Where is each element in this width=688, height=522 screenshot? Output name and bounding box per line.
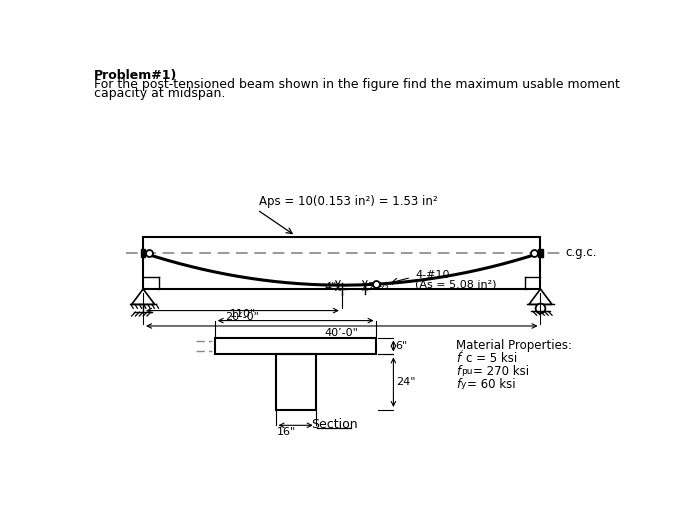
Text: 40’-0": 40’-0" xyxy=(325,327,358,338)
Text: Material Properties:: Material Properties: xyxy=(455,339,572,352)
Text: For the post-tensioned beam shown in the figure find the maximum usable moment: For the post-tensioned beam shown in the… xyxy=(94,78,620,91)
Text: f: f xyxy=(455,365,460,378)
Text: Problem#1): Problem#1) xyxy=(94,69,178,82)
Text: = 270 ksi: = 270 ksi xyxy=(473,365,529,378)
Text: = 60 ksi: = 60 ksi xyxy=(467,378,516,392)
Text: f: f xyxy=(455,378,460,392)
Text: 6": 6" xyxy=(396,341,408,351)
Text: Section: Section xyxy=(311,418,358,431)
Text: capacity at midspan.: capacity at midspan. xyxy=(94,87,225,100)
Text: 24": 24" xyxy=(396,377,416,387)
Text: c.g.c.: c.g.c. xyxy=(565,246,596,259)
Text: pu: pu xyxy=(461,367,473,376)
Text: 4-#10: 4-#10 xyxy=(415,270,449,280)
Text: 20’-0": 20’-0" xyxy=(226,312,259,322)
Bar xyxy=(538,249,543,257)
Text: 4": 4" xyxy=(324,282,336,292)
Text: Aps = 10(0.153 in²) = 1.53 in²: Aps = 10(0.153 in²) = 1.53 in² xyxy=(259,195,438,208)
Text: 110": 110" xyxy=(230,309,257,319)
Text: c = 5 ksi: c = 5 ksi xyxy=(466,352,517,365)
Bar xyxy=(141,249,145,257)
Text: 16": 16" xyxy=(277,427,297,437)
Text: f: f xyxy=(455,352,460,365)
Text: (As = 5.08 in²): (As = 5.08 in²) xyxy=(415,279,497,289)
Text: ′: ′ xyxy=(461,350,464,360)
Text: 2-½": 2-½" xyxy=(367,282,394,292)
Text: y: y xyxy=(461,380,466,389)
